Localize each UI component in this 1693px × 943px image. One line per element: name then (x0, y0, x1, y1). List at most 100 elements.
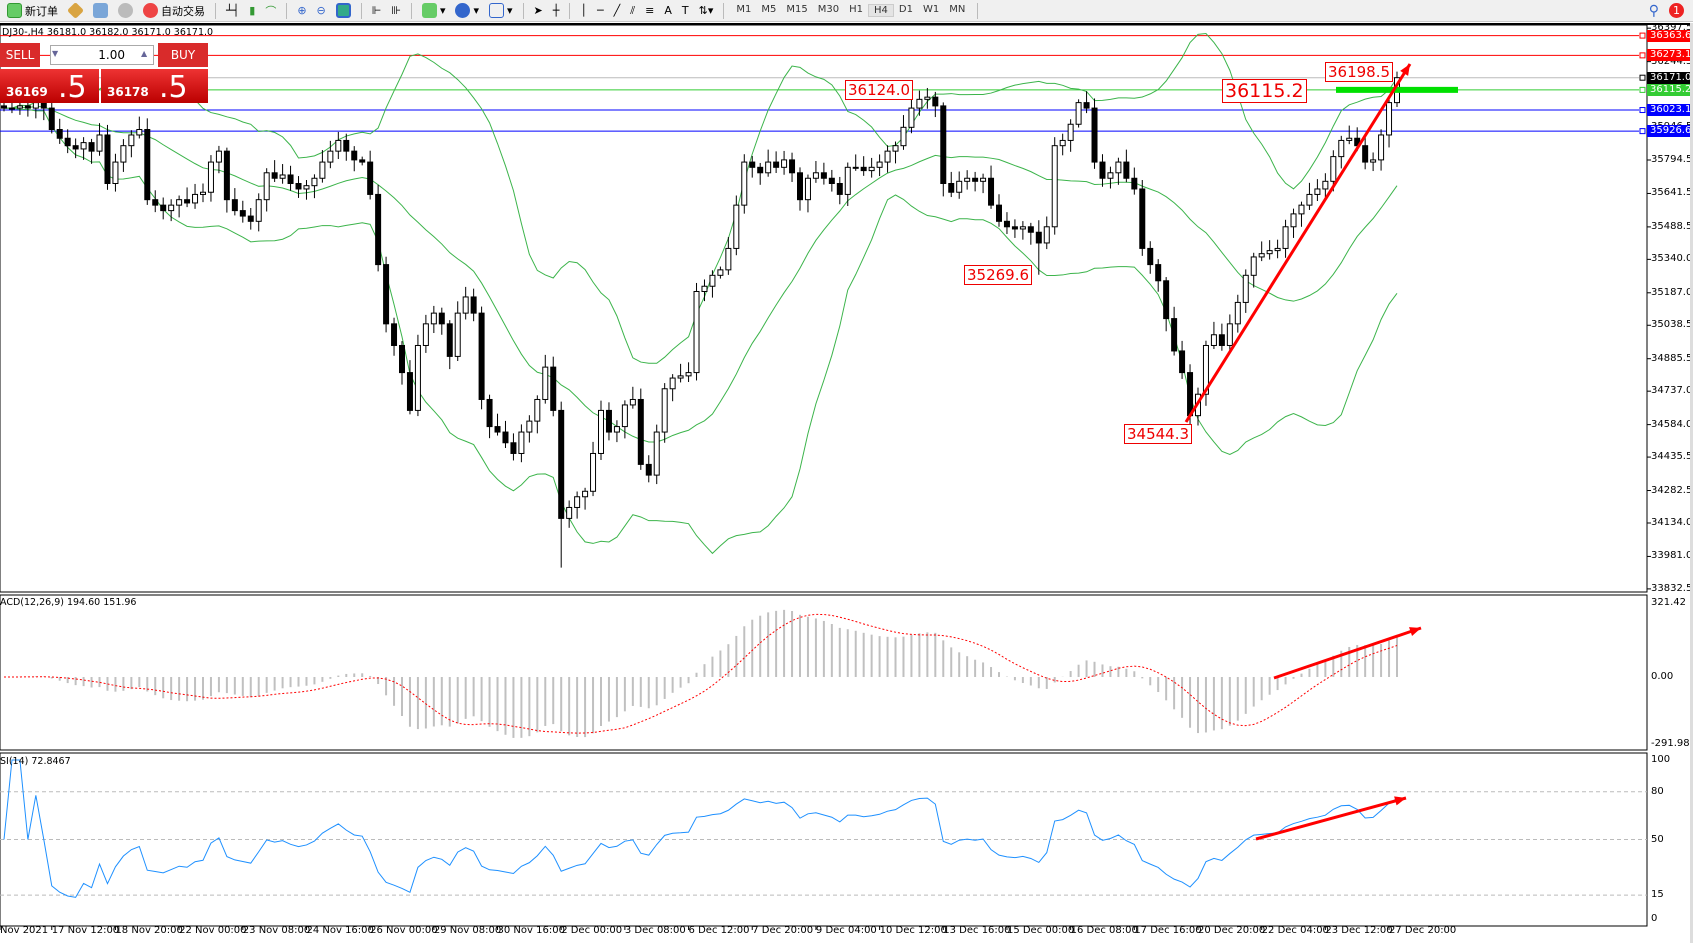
notification-badge: 1 (1669, 3, 1684, 18)
bollinger-middle (4, 106, 1398, 443)
candlestick-icon: ▮ (249, 4, 256, 17)
navigator-button[interactable] (90, 1, 111, 21)
window-scrollbar[interactable] (1690, 23, 1693, 943)
text-button[interactable]: A (661, 1, 675, 21)
arrows-button[interactable]: ⇅▾ (696, 1, 717, 21)
time-axis-label: 6 Dec 12:00 (688, 925, 750, 936)
timeframe-w1[interactable]: W1 (922, 4, 940, 15)
zoom-out-button[interactable]: ⊖ (314, 1, 329, 21)
candle (144, 129, 151, 201)
auto-scroll-button[interactable]: ⊩ (369, 1, 385, 21)
lot-decrease-icon[interactable]: ▼ (52, 49, 59, 58)
candle (804, 177, 811, 201)
new-order-label: 新订单 (25, 4, 58, 18)
candle (383, 264, 390, 325)
template-icon (489, 3, 504, 18)
candle (598, 409, 604, 454)
bar-chart-button[interactable]: ┴┤ (223, 1, 242, 21)
fibonacci-button[interactable]: ≡ (642, 1, 657, 21)
buy-price[interactable]: 36178 .5 (101, 69, 208, 105)
line-chart-button[interactable]: ⌒ (262, 1, 279, 21)
candle (645, 463, 652, 476)
candle (486, 398, 493, 428)
timeframe-h4[interactable]: H4 (868, 4, 894, 17)
candle (542, 366, 549, 400)
zoom-in-icon: ⊕ (297, 4, 307, 17)
lot-increase-icon[interactable]: ▲ (141, 49, 148, 58)
time-axis-label: 30 Nov 16:00 (497, 925, 565, 936)
time-axis-label: 13 Dec 16:00 (943, 925, 1011, 936)
clock-icon (455, 3, 471, 18)
candle (940, 105, 947, 184)
timeframe-mn[interactable]: MN (949, 4, 966, 15)
sell-price[interactable]: 36169 .5 (0, 69, 99, 105)
channel-button[interactable]: ⫽ (627, 1, 638, 21)
candle (534, 398, 541, 422)
time-axis-label: 15 Dec 00:00 (1006, 925, 1075, 936)
candle (725, 247, 732, 271)
price-annotation: 35269.6 (964, 265, 1033, 285)
candle (693, 290, 700, 374)
candle (852, 166, 859, 169)
zoom-in-button[interactable]: ⊕ (294, 1, 309, 21)
signals-button[interactable] (115, 1, 136, 21)
candle (136, 129, 143, 136)
notifications-button[interactable]: 1 (1666, 1, 1687, 21)
trendline-button[interactable]: ╱ (611, 1, 624, 21)
search-button[interactable]: ⚲ (1646, 1, 1662, 21)
rsi-axis-label: 50 (1651, 833, 1664, 845)
price-axis-label: 35794.5 (1651, 154, 1693, 165)
chart-shift-button[interactable]: ⊪ (388, 1, 404, 21)
tile-windows-button[interactable] (333, 1, 354, 21)
candle (128, 134, 135, 147)
timeframe-m5[interactable]: M5 (761, 4, 777, 15)
tile-icon (335, 3, 351, 18)
periods-button[interactable]: ▾ (452, 1, 482, 21)
candle (1171, 318, 1178, 352)
candle (717, 269, 724, 276)
sell-button[interactable]: SELL (0, 43, 40, 67)
auto-trading-button[interactable]: 自动交易 (140, 1, 208, 21)
lot-size-input[interactable]: 1.00 (50, 45, 154, 65)
time-axis-label: 17 Dec 16:00 (1134, 925, 1202, 936)
divider (410, 2, 412, 19)
rsi-axis-label: 0 (1651, 913, 1658, 924)
candle (1147, 247, 1154, 266)
horizontal-line-button[interactable]: ─ (594, 1, 607, 21)
candle (88, 142, 95, 152)
candle (1362, 145, 1369, 163)
vertical-line-button[interactable]: │ (577, 1, 590, 21)
price-trend-arrow (1184, 63, 1412, 423)
indicators-button[interactable]: ▾ (419, 1, 449, 21)
divider (215, 2, 216, 19)
candle (653, 431, 660, 476)
candle (820, 172, 827, 179)
candle (56, 129, 63, 139)
candle (24, 105, 31, 109)
timeframe-d1[interactable]: D1 (898, 4, 913, 15)
new-order-button[interactable]: 新订单 (4, 1, 61, 21)
buy-button[interactable]: BUY (158, 43, 208, 67)
candle (343, 139, 350, 152)
cursor-button[interactable]: ➤ (531, 1, 546, 21)
timeframe-m1[interactable]: M1 (736, 4, 752, 15)
candle (335, 139, 342, 152)
price-level-tag: 35926.6 (1647, 125, 1691, 138)
candle (494, 426, 501, 433)
templates-button[interactable]: ▾ (486, 1, 516, 21)
text-label-button[interactable]: T (679, 1, 692, 21)
candle (192, 193, 199, 204)
candle (1, 105, 7, 109)
candle (1322, 180, 1329, 190)
candle (550, 366, 557, 411)
candle (518, 431, 525, 454)
timeframe-m30[interactable]: M30 (817, 4, 840, 15)
price-axis-label: 33981.0 (1651, 550, 1693, 562)
timeframe-m15[interactable]: M15 (786, 4, 808, 15)
divider (977, 2, 979, 19)
candle (1043, 226, 1050, 244)
candle-chart-button[interactable]: ▮ (246, 1, 258, 21)
timeframe-h1[interactable]: H1 (849, 4, 863, 15)
crosshair-button[interactable]: ┼ (550, 1, 563, 21)
